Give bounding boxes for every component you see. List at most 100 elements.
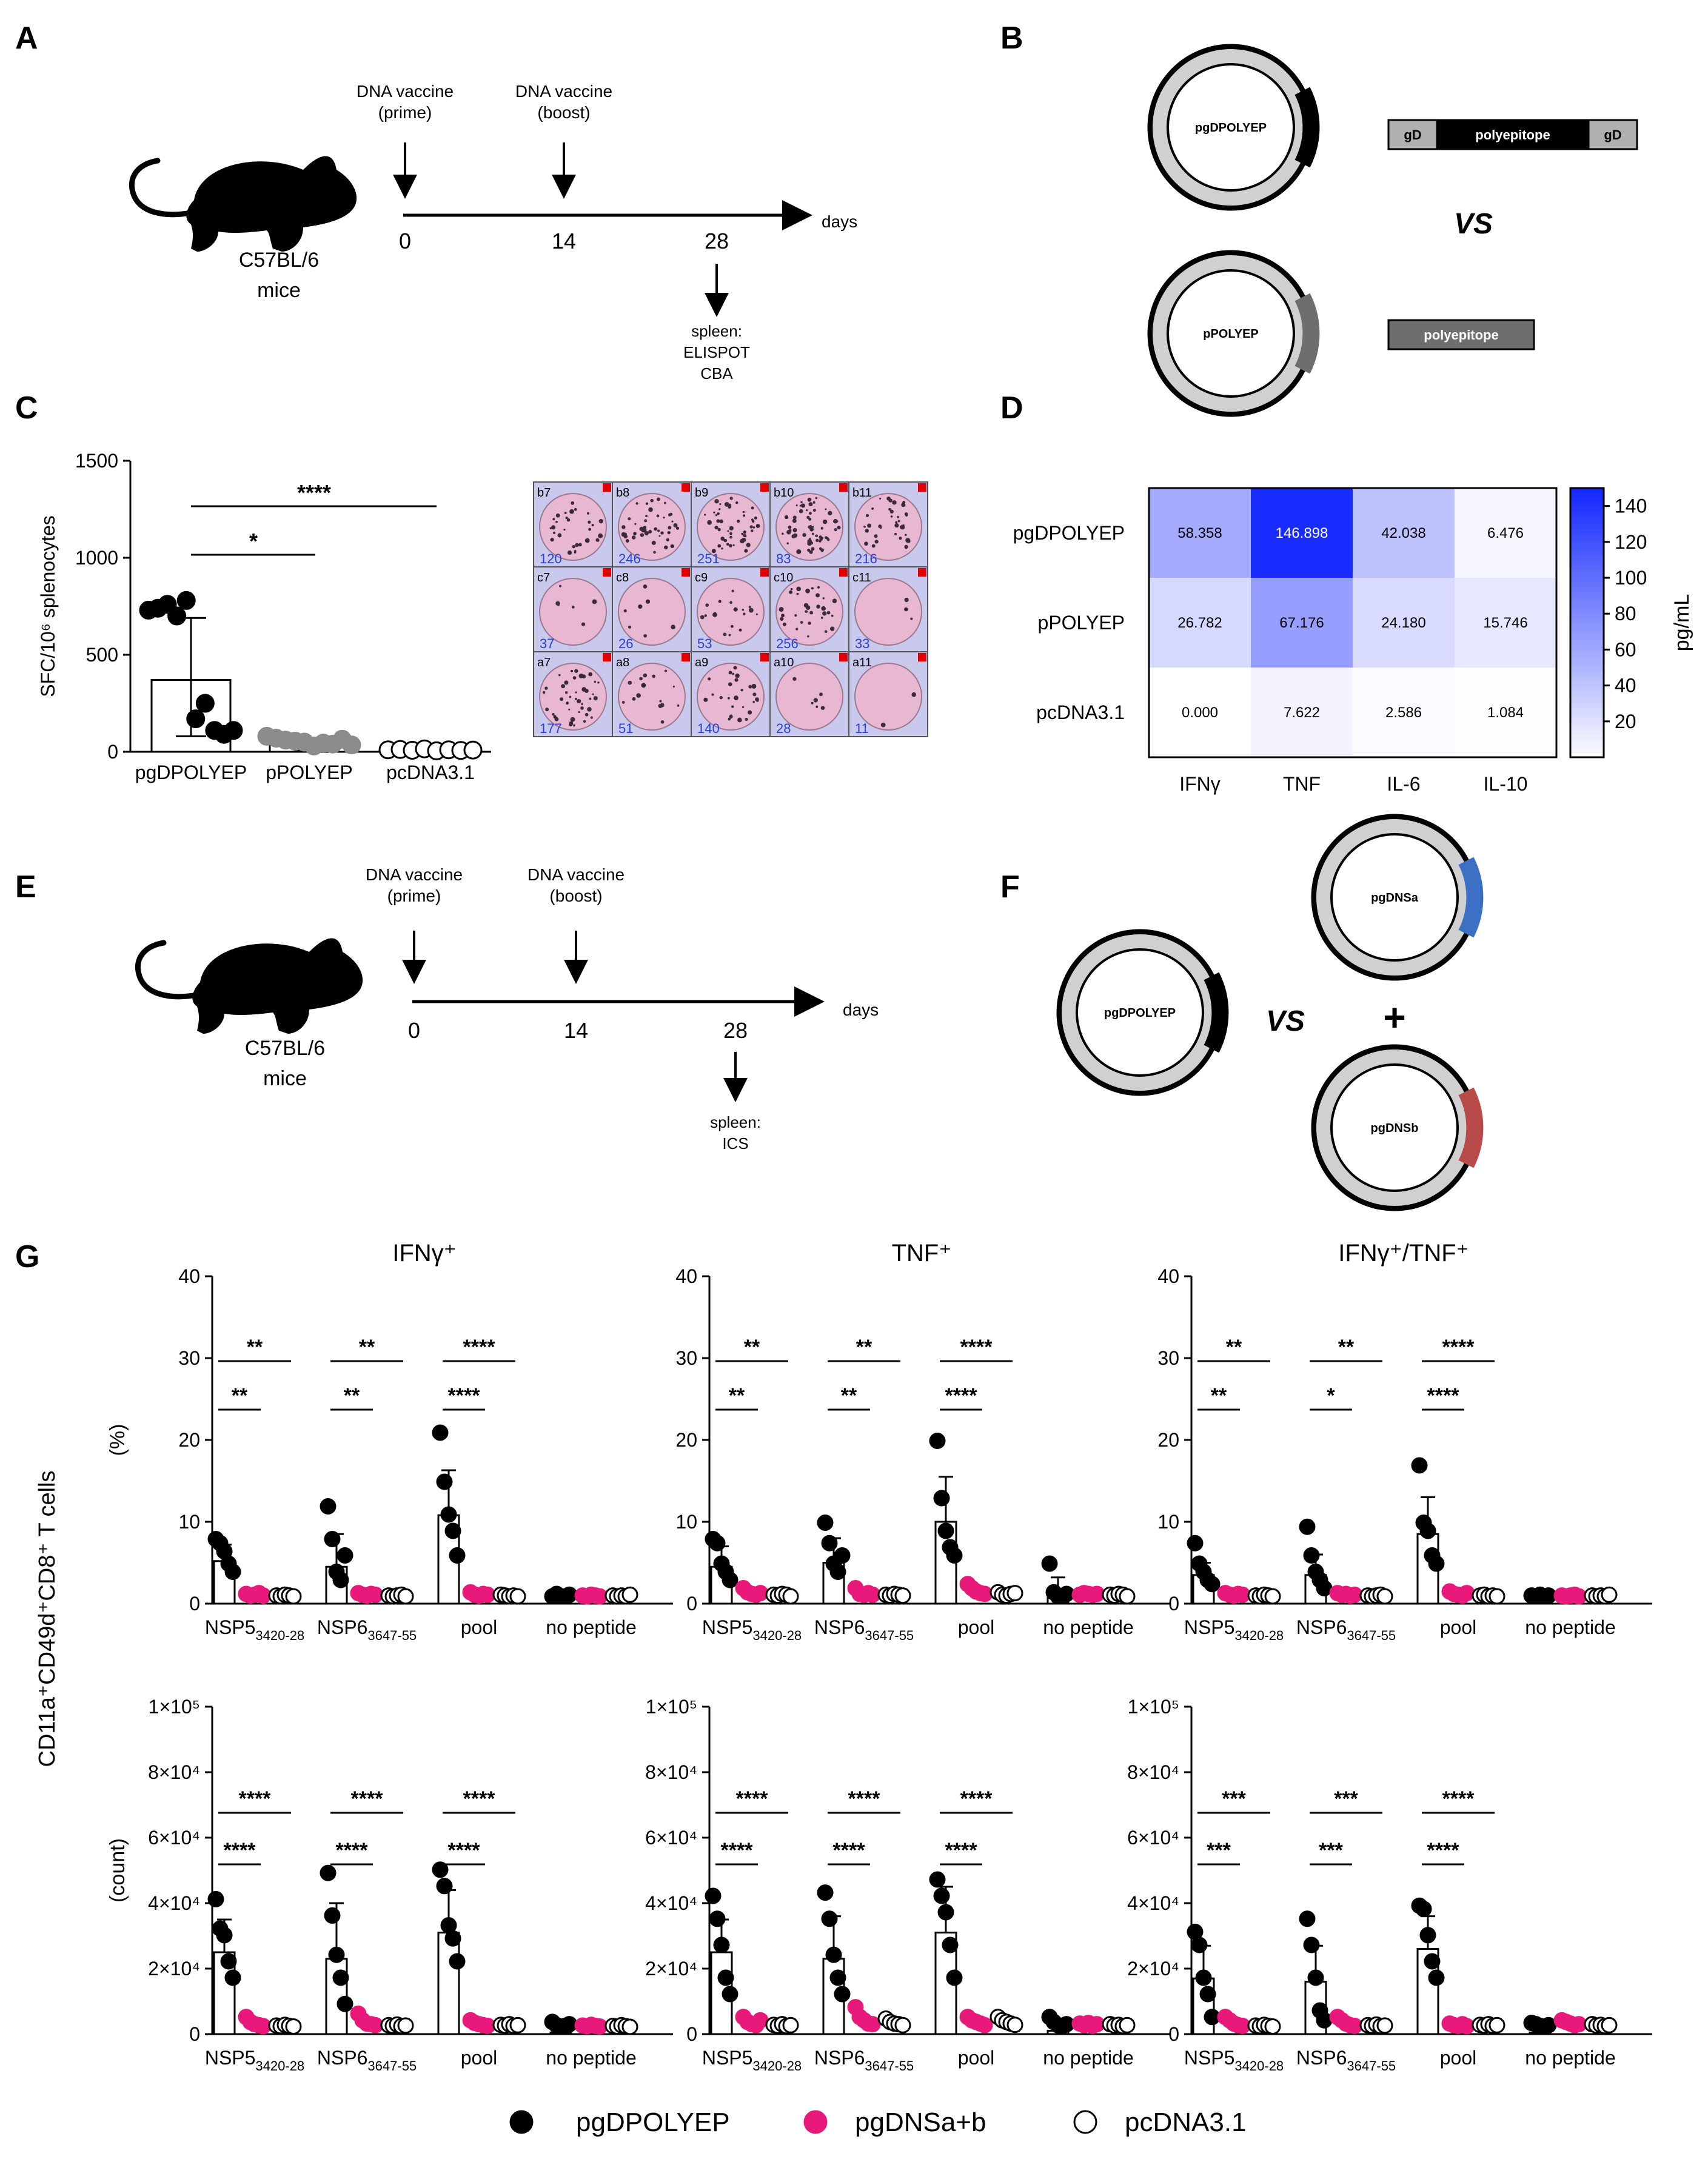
sig-label-top: ** (744, 1336, 760, 1359)
data-point (1378, 2018, 1392, 2033)
elispot-spot (863, 526, 866, 528)
data-point (1192, 1938, 1207, 1952)
elispot-spot (752, 692, 756, 696)
data-point (196, 695, 213, 712)
x-category-subscript: 3420-28 (1234, 1628, 1284, 1643)
data-point (1429, 1970, 1444, 1985)
data-point (446, 1931, 460, 1946)
elispot-spot (658, 704, 663, 708)
well-count: 256 (776, 636, 799, 651)
elispot-spot (716, 519, 720, 523)
elispot-spot (650, 499, 654, 503)
elispot-spot (821, 527, 823, 529)
sig-label-bottom: **** (945, 1384, 978, 1407)
colorbar-segment (1570, 694, 1604, 699)
elispot-spot (714, 526, 718, 529)
elispot-spot (730, 497, 733, 500)
data-point (623, 2020, 637, 2034)
colorbar-segment (1570, 614, 1604, 618)
panel-f: F pgDPOLYEP pgDNSa pgDNSb VS + (1000, 815, 1476, 1210)
elispot-spot (599, 519, 603, 523)
elispot-spot (665, 670, 667, 672)
y-tick-label: 4×10⁴ (645, 1892, 697, 1914)
data-point (1429, 1556, 1444, 1571)
boost-label-2: (boost) (537, 103, 590, 122)
x-category-subscript: 3647-55 (1347, 2058, 1396, 2074)
elispot-spot (645, 515, 648, 517)
data-point (437, 1474, 452, 1489)
elispot-spot (751, 518, 754, 521)
elispot-spot (825, 630, 828, 633)
elispot-spot (588, 528, 591, 531)
colorbar-tick-label: 40 (1615, 675, 1636, 697)
colorbar-segment (1570, 627, 1604, 632)
colorbar-segment (1570, 717, 1604, 721)
y-tick-label: 30 (1157, 1347, 1179, 1369)
data-point (723, 1573, 737, 1587)
mouse-label-line2: mice (257, 279, 301, 302)
well-count: 28 (776, 721, 791, 736)
data-point (896, 1588, 910, 1603)
colorbar-segment (1570, 604, 1604, 609)
elispot-well (618, 578, 685, 645)
colorbar-segment (1570, 596, 1604, 601)
elispot-spot (640, 533, 644, 537)
elispot-spot (874, 534, 878, 538)
elispot-spot (623, 535, 628, 539)
elispot-spot (654, 527, 657, 531)
elispot-spot (792, 518, 797, 523)
x-category-subscript: 3420-28 (255, 1628, 304, 1643)
well-count: 120 (540, 551, 562, 566)
data-point (368, 2018, 383, 2032)
elispot-spot (628, 626, 631, 629)
colorbar-segment (1570, 649, 1604, 654)
data-point (1602, 2018, 1616, 2032)
construct-polyepitope: polyepitope (1475, 127, 1550, 142)
sig-label-top: ** (247, 1336, 263, 1359)
elispot-spot (675, 524, 677, 527)
elispot-spot (582, 674, 586, 678)
data-point (225, 722, 242, 739)
data-point (592, 2019, 607, 2033)
elispot-spot (592, 694, 594, 695)
well-count: 216 (855, 551, 877, 566)
elispot-spot (894, 533, 897, 535)
panel-d: D pgDPOLYEP 58.358 146.898 42.038 6.476 pPOLY… (1000, 390, 1693, 795)
elispot-spot (673, 686, 675, 688)
mouse-icon (138, 939, 363, 1034)
x-category-label: pcDNA3.1 (386, 762, 475, 783)
elispot-spot (632, 535, 636, 540)
x-category-label: no peptide (1525, 2047, 1615, 2069)
data-point (338, 1548, 352, 1563)
colorbar-segment (1570, 658, 1604, 663)
well-count: 33 (855, 636, 869, 651)
elispot-spot (717, 512, 719, 515)
heatmap-row-label: pgDPOLYEP (1013, 522, 1125, 544)
elispot-spot (802, 533, 806, 537)
data-point (511, 1589, 525, 1604)
elispot-spot (636, 502, 638, 504)
elispot-spot (731, 705, 734, 708)
elispot-spot (700, 615, 705, 620)
x-category-label: NSP63647-55 (814, 2047, 914, 2074)
chart-title: TNF⁺ (892, 1240, 952, 1267)
panel-e: E C57BL/6 mice days DNA vaccine (prime) … (15, 865, 879, 1153)
readout-line-1: spleen: (710, 1113, 761, 1131)
elispot-spot (571, 501, 574, 505)
elispot-spot (575, 698, 577, 700)
data-point (1008, 1586, 1022, 1601)
data-point (1541, 2018, 1556, 2032)
elispot-spot (796, 504, 798, 506)
shared-y-axis-label: CD11a⁺CD49d⁺CD8⁺ T cells (35, 1471, 60, 1767)
sig-label-bottom: **** (336, 1839, 369, 1862)
elispot-spot (812, 526, 814, 527)
sig-label-top: **** (1442, 1787, 1475, 1810)
elispot-spot (598, 534, 603, 538)
data-point (1265, 1589, 1280, 1604)
sig-label-top: **** (351, 1787, 384, 1810)
data-point (1059, 2017, 1074, 2032)
elispot-spot (756, 524, 760, 528)
elispot-well (540, 578, 606, 645)
elispot-spot (751, 529, 753, 532)
panel-g: G CD11a⁺CD49d⁺CD8⁺ T cells 010203040(%)I… (15, 1239, 1652, 2137)
